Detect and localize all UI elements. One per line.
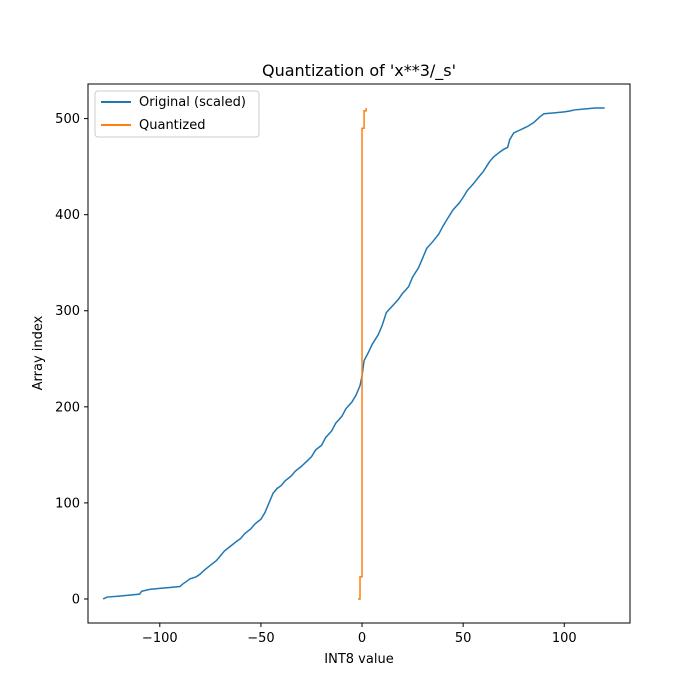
- chart-title: Quantization of 'x**3/_s': [262, 61, 456, 81]
- plot-area: [87, 83, 631, 624]
- x-tick-label: 50: [455, 631, 472, 646]
- series-layer: [102, 107, 605, 600]
- y-axis-label: Array index: [31, 315, 46, 390]
- axes-frame: [87, 83, 631, 624]
- y-tick-label: 100: [55, 496, 80, 511]
- legend-box: [94, 90, 260, 138]
- y-tick-label: 0: [72, 592, 80, 607]
- y-tick-label: 300: [55, 304, 80, 319]
- x-tick-label: 100: [552, 631, 577, 646]
- series-line-quantized: [357, 108, 367, 600]
- series-line-original: [102, 107, 605, 600]
- x-tick-label: −100: [142, 631, 178, 646]
- legend-label-quantized: Quantized: [139, 118, 205, 133]
- y-tick-label: 500: [55, 112, 80, 127]
- x-axis-ticks: −100 −50 0 50 100: [142, 623, 577, 646]
- y-axis-ticks: 0 100 200 300 400 500: [55, 112, 88, 607]
- legend-label-original: Original (scaled): [139, 95, 246, 110]
- y-tick-label: 200: [55, 400, 80, 415]
- x-tick-label: 0: [358, 631, 366, 646]
- x-axis-label: INT8 value: [324, 652, 393, 667]
- x-tick-label: −50: [247, 631, 274, 646]
- legend: Original (scaled) Quantized: [94, 90, 260, 138]
- y-tick-label: 400: [55, 208, 80, 223]
